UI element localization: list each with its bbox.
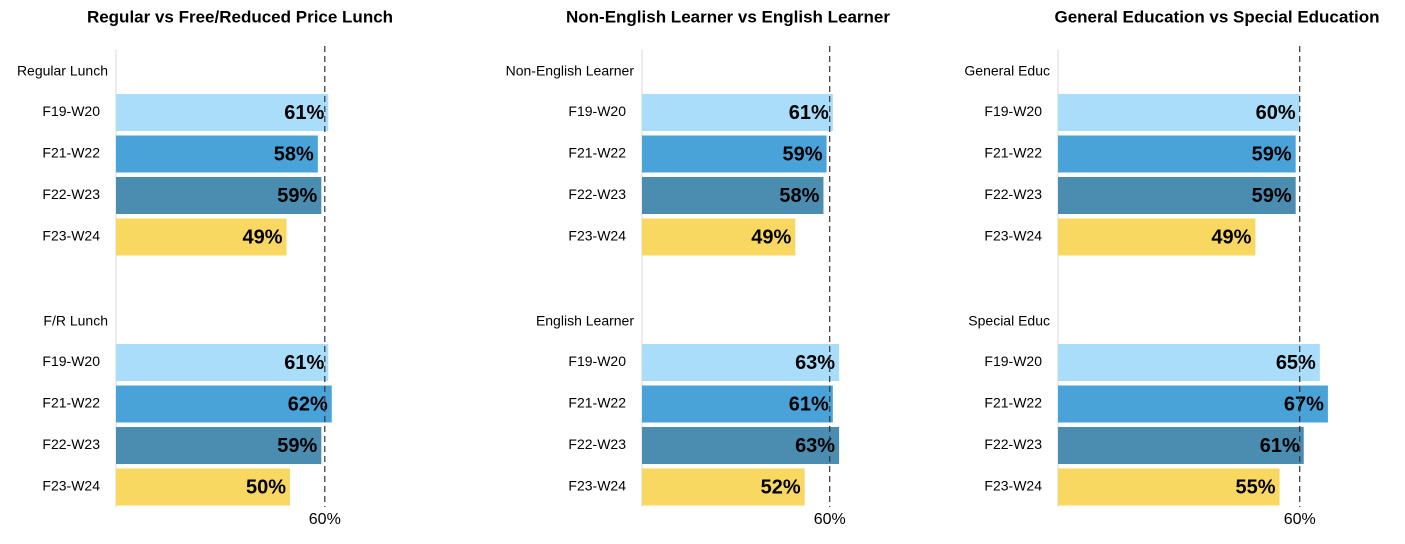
- category-label: F21-W22: [984, 395, 1042, 411]
- bar: [116, 177, 322, 214]
- reference-label: 60%: [1284, 511, 1316, 528]
- category-label: F22-W23: [568, 436, 626, 452]
- category-label: F23-W24: [984, 228, 1042, 244]
- group-label: F/R Lunch: [43, 313, 108, 329]
- chart-title: General Education vs Special Education: [1055, 7, 1380, 26]
- value-label: 62%: [288, 393, 328, 415]
- value-label: 60%: [1256, 102, 1296, 124]
- bar: [642, 135, 827, 173]
- bar: [642, 344, 840, 381]
- bar: [116, 344, 329, 381]
- value-label: 61%: [1260, 435, 1300, 457]
- bar: [1058, 344, 1320, 381]
- value-label: 61%: [284, 102, 324, 124]
- reference-label: 60%: [814, 511, 846, 528]
- bar: [642, 427, 840, 464]
- value-label: 52%: [761, 476, 801, 498]
- value-label: 61%: [284, 352, 324, 374]
- value-label: 67%: [1284, 393, 1324, 415]
- group-label: General Educ: [964, 63, 1050, 79]
- value-label: 59%: [277, 435, 317, 457]
- value-label: 59%: [783, 143, 823, 165]
- value-label: 63%: [795, 435, 835, 457]
- chart-title: Regular vs Free/Reduced Price Lunch: [87, 7, 393, 26]
- category-label: F22-W23: [984, 436, 1042, 452]
- category-label: F22-W23: [984, 186, 1042, 202]
- value-label: 50%: [246, 476, 286, 498]
- bar: [116, 218, 287, 256]
- value-label: 58%: [779, 185, 819, 207]
- bar: [1058, 468, 1280, 506]
- value-label: 59%: [277, 185, 317, 207]
- bar: [1058, 385, 1328, 423]
- category-label: F23-W24: [42, 228, 100, 244]
- bar: [642, 385, 833, 423]
- value-label: 61%: [789, 393, 829, 415]
- value-label: 49%: [1211, 226, 1251, 248]
- bar: [1058, 218, 1256, 256]
- bar: [116, 385, 332, 423]
- category-label: F21-W22: [42, 395, 100, 411]
- bar: [642, 94, 833, 131]
- bar: [1058, 427, 1304, 464]
- group-label: Regular Lunch: [17, 63, 108, 79]
- value-label: 59%: [1252, 143, 1292, 165]
- bar: [642, 177, 824, 214]
- value-label: 58%: [274, 143, 314, 165]
- group-label: English Learner: [536, 313, 634, 329]
- chart-title: Non-English Learner vs English Learner: [566, 7, 890, 26]
- category-label: F19-W20: [568, 353, 626, 369]
- category-label: F23-W24: [984, 478, 1042, 494]
- category-label: F23-W24: [568, 228, 626, 244]
- value-label: 63%: [795, 352, 835, 374]
- bar: [116, 94, 329, 131]
- group-label: Special Educ: [968, 313, 1050, 329]
- value-label: 65%: [1276, 352, 1316, 374]
- bar: [1058, 135, 1296, 173]
- value-label: 59%: [1252, 185, 1292, 207]
- category-label: F21-W22: [42, 145, 100, 161]
- bar: [642, 468, 805, 506]
- bar: [116, 135, 318, 173]
- category-label: F19-W20: [984, 103, 1042, 119]
- category-label: F21-W22: [984, 145, 1042, 161]
- category-label: F19-W20: [42, 353, 100, 369]
- bar: [1058, 94, 1300, 131]
- value-label: 49%: [242, 226, 282, 248]
- bar: [116, 468, 290, 506]
- category-label: F23-W24: [42, 478, 100, 494]
- reference-label: 60%: [309, 511, 341, 528]
- category-label: F21-W22: [568, 145, 626, 161]
- bar: [642, 218, 796, 256]
- value-label: 55%: [1236, 476, 1276, 498]
- category-label: F19-W20: [984, 353, 1042, 369]
- category-label: F22-W23: [568, 186, 626, 202]
- category-label: F23-W24: [568, 478, 626, 494]
- category-label: F22-W23: [42, 186, 100, 202]
- bar: [116, 427, 322, 464]
- value-label: 61%: [789, 102, 829, 124]
- category-label: F22-W23: [42, 436, 100, 452]
- value-label: 49%: [751, 226, 791, 248]
- category-label: F21-W22: [568, 395, 626, 411]
- group-label: Non-English Learner: [506, 63, 635, 79]
- category-label: F19-W20: [568, 103, 626, 119]
- bar: [1058, 177, 1296, 214]
- category-label: F19-W20: [42, 103, 100, 119]
